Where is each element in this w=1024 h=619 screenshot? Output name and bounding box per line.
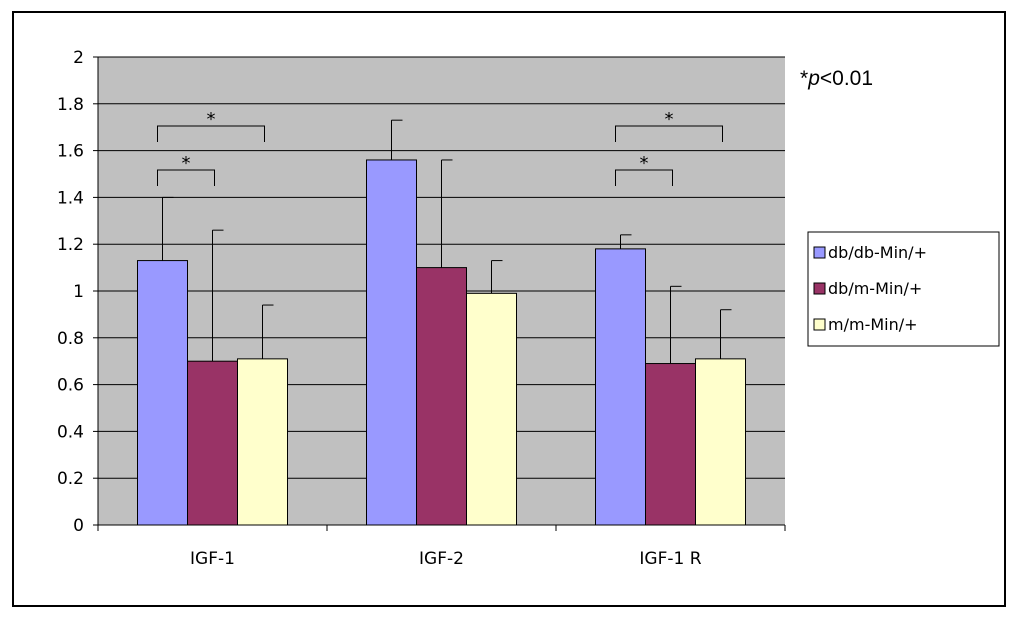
legend-swatch — [813, 282, 826, 295]
bar — [416, 267, 467, 526]
legend-label: db/db-Min/+ — [828, 243, 927, 262]
bar — [645, 363, 696, 526]
legend-label: db/m-Min/+ — [828, 279, 922, 298]
y-tick-label: 2 — [73, 48, 84, 68]
y-tick-label: 0.6 — [57, 376, 84, 396]
y-axis: 0 0.2 0.4 0.6 0.8 1 1.2 1.4 1.6 1.8 2 — [57, 48, 99, 536]
significance-note: *p<0.01 — [800, 67, 873, 90]
bar — [366, 159, 417, 526]
legend-swatch — [813, 246, 826, 259]
x-tick-label: IGF-2 — [419, 549, 464, 569]
significance-bracket — [615, 125, 723, 142]
x-tick-label: IGF-1 R — [639, 549, 701, 569]
significance-brackets: * * * * — [157, 109, 723, 186]
bar — [137, 260, 188, 526]
x-axis: IGF-1 IGF-2 IGF-1 R — [97, 524, 786, 569]
y-tick-label: 1.4 — [57, 188, 84, 208]
y-tick-label: 0 — [73, 516, 84, 536]
legend: db/db-Min/+ db/m-Min/+ m/m-Min/+ — [807, 231, 1000, 347]
legend-swatch — [813, 318, 826, 331]
y-tick-label: 0.2 — [57, 469, 84, 489]
significance-star: * — [207, 109, 216, 130]
y-tick-label: 0.8 — [57, 329, 84, 349]
significance-bracket — [615, 169, 673, 186]
bar — [466, 292, 517, 526]
bar — [237, 358, 288, 526]
legend-label: m/m-Min/+ — [828, 315, 918, 334]
significance-star: * — [665, 109, 674, 130]
significance-bracket — [157, 169, 215, 186]
bar — [595, 248, 646, 526]
significance-star: * — [182, 153, 191, 174]
bars — [137, 159, 746, 526]
y-tick-label: 0.4 — [57, 422, 84, 442]
significance-bracket — [157, 125, 265, 142]
y-tick-label: 1.2 — [57, 235, 84, 255]
significance-star: * — [640, 153, 649, 174]
error-bars — [162, 119, 732, 364]
y-tick-label: 1.8 — [57, 95, 84, 115]
bar — [187, 360, 238, 526]
x-tick-label: IGF-1 — [190, 549, 235, 569]
bar — [695, 358, 746, 526]
y-tick-label: 1.6 — [57, 142, 84, 162]
y-tick-label: 1 — [73, 282, 84, 302]
legend-box — [807, 231, 1000, 347]
